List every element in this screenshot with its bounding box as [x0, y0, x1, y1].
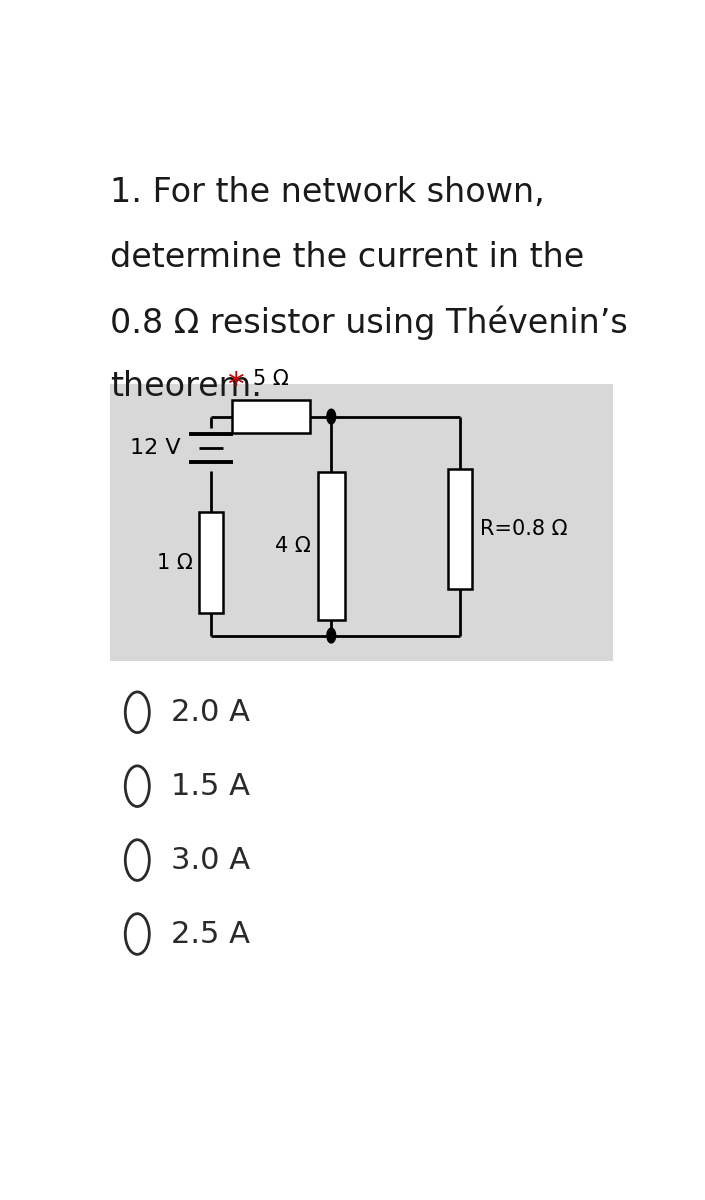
Text: 2.0 A: 2.0 A: [171, 697, 250, 727]
Bar: [110, 384, 613, 661]
Circle shape: [327, 409, 336, 424]
Text: 3.0 A: 3.0 A: [171, 846, 250, 875]
Text: *: *: [228, 371, 244, 403]
Bar: [448, 469, 472, 589]
Text: 0.8 Ω resistor using Thévenin’s: 0.8 Ω resistor using Thévenin’s: [110, 306, 627, 341]
Text: R=0.8 Ω: R=0.8 Ω: [480, 520, 568, 539]
Text: 4 Ω: 4 Ω: [275, 536, 311, 556]
Text: theorem.: theorem.: [110, 371, 262, 403]
Bar: [232, 400, 310, 433]
Text: 1.5 A: 1.5 A: [171, 772, 250, 800]
Text: 1. For the network shown,: 1. For the network shown,: [110, 176, 545, 209]
Bar: [317, 472, 345, 620]
Text: 12 V: 12 V: [130, 438, 181, 458]
Text: 5 Ω: 5 Ω: [253, 368, 289, 389]
Text: 2.5 A: 2.5 A: [171, 919, 250, 948]
Text: determine the current in the: determine the current in the: [110, 241, 584, 274]
Text: 1 Ω: 1 Ω: [157, 552, 192, 572]
Bar: [199, 511, 223, 613]
Circle shape: [327, 628, 336, 643]
